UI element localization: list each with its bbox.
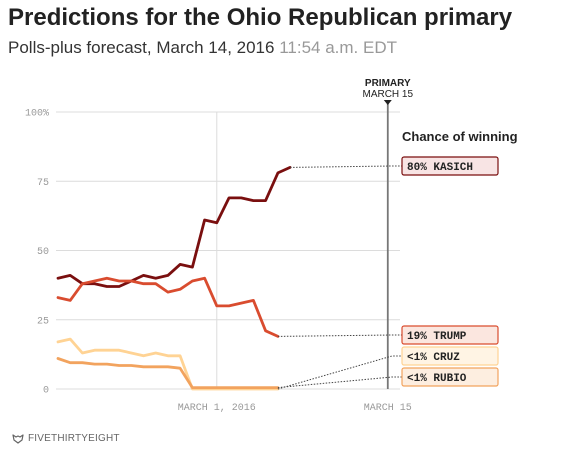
end-label-box [401, 325, 499, 345]
primary-label: PRIMARY [365, 78, 411, 89]
grid-layer: 100% 75 50 25 0 MARCH 1, 2016 [25, 109, 400, 414]
page-subtitle: Polls-plus forecast, March 14, 2016 11:5… [8, 38, 397, 58]
x-tick-label: MARCH 15 [364, 403, 412, 414]
end-label-kasich: 80% KASICH [407, 162, 473, 174]
end-label-trump: 19% TRUMP [407, 331, 467, 343]
primary-arrow-icon [383, 100, 392, 105]
leader-line [277, 355, 402, 390]
end-label-layer: Chance of winning 80% KASICH 19% TRUMP <1% … [277, 129, 518, 390]
series-line-kasich [56, 165, 292, 288]
leader-line [277, 334, 402, 337]
y-tick-label: 75 [37, 178, 49, 189]
footer: FIVETHIRTYEIGHT [12, 433, 120, 444]
primary-date-label: MARCH 15 [362, 89, 413, 100]
end-label-box [401, 346, 499, 366]
end-label-box [401, 367, 499, 387]
y-tick-label: 25 [37, 316, 49, 327]
y-tick-label: 50 [37, 247, 49, 258]
page-title: Predictions for the Ohio Republican prim… [8, 4, 513, 31]
series-line-rubio [56, 357, 280, 390]
series-line-trump [56, 276, 280, 338]
chance-heading: Chance of winning [402, 129, 518, 144]
y-tick-label: 0 [43, 386, 49, 397]
end-label-box [401, 156, 499, 176]
brand-name: FIVETHIRTYEIGHT [28, 433, 120, 444]
y-tick-label: 100% [25, 109, 49, 120]
end-label-cruz: <1% CRUZ [407, 352, 460, 364]
series-layer [56, 165, 292, 391]
leader-line [290, 165, 402, 168]
fivethirtyeight-fox-icon [12, 433, 24, 444]
x-tick-label: MARCH 1, 2016 [178, 403, 256, 414]
leader-line [277, 376, 402, 389]
subtitle-text: Polls-plus forecast, March 14, 2016 [8, 38, 275, 57]
end-label-rubio: <1% RUBIO [407, 373, 467, 385]
timestamp: 11:54 a.m. EDT [279, 38, 397, 57]
